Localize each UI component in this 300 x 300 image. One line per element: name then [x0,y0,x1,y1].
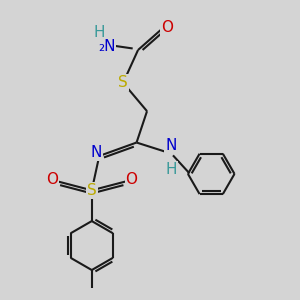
Text: S: S [87,183,97,198]
Text: ₂N: ₂N [98,40,116,55]
Text: O: O [46,172,58,188]
Text: H: H [94,25,105,40]
Text: O: O [125,172,137,188]
Text: N: N [165,138,177,153]
Text: H: H [165,162,177,177]
Text: O: O [161,20,173,35]
Text: N: N [91,146,102,160]
Text: S: S [118,75,128,90]
